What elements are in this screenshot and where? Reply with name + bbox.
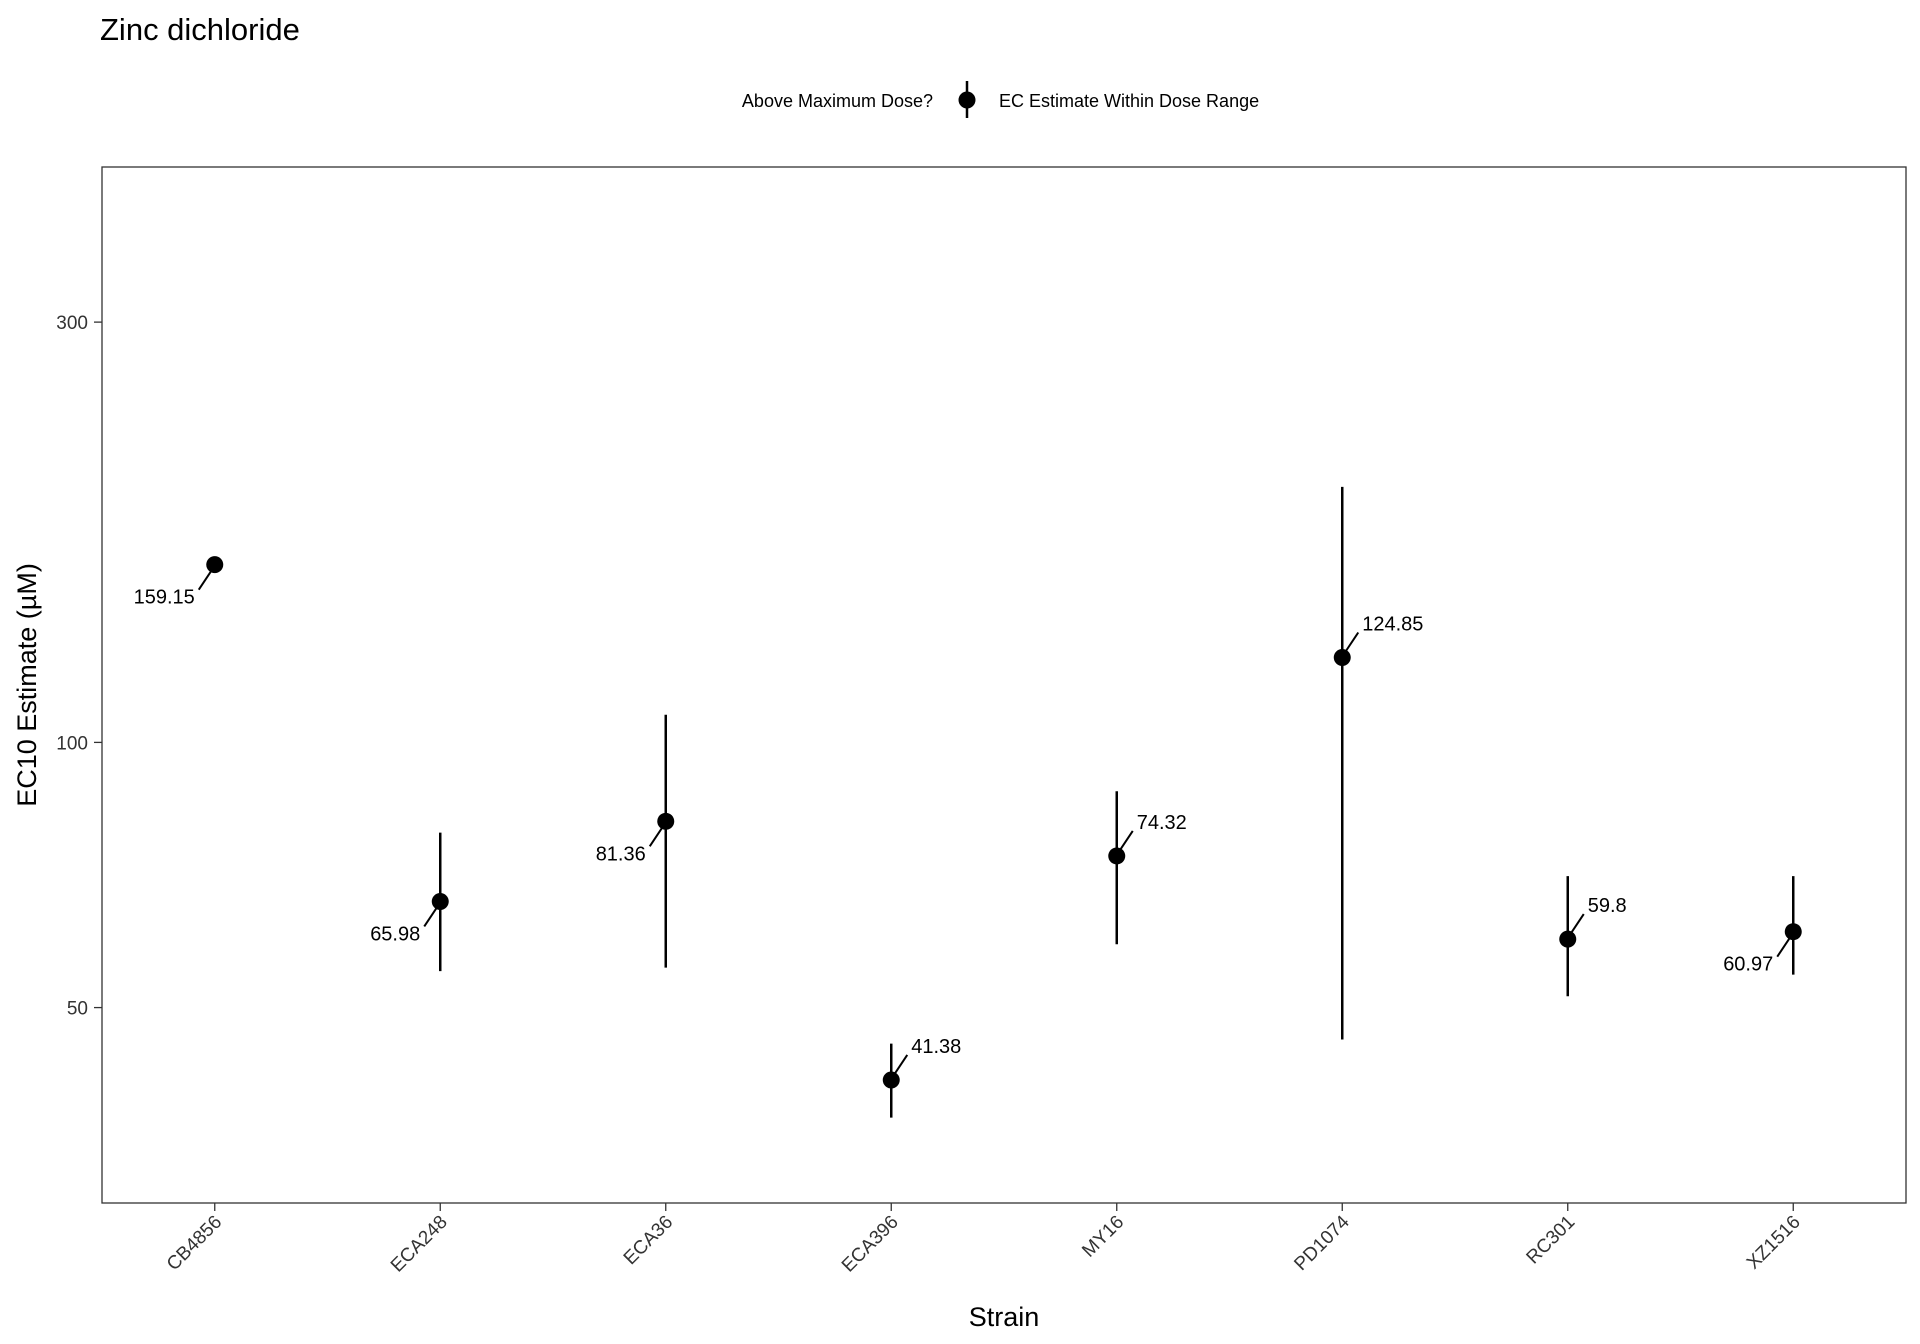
data-label: 65.98 — [370, 923, 420, 945]
y-tick-label: 50 — [67, 999, 88, 1020]
label-leader — [197, 571, 212, 591]
x-axis: CB4856 ECA248 ECA36 ECA396 MY16 PD1074 RC301 XZ… — [163, 1203, 1805, 1277]
label-leader — [1345, 631, 1360, 652]
label-leader — [1570, 913, 1585, 933]
data-point — [1108, 847, 1126, 865]
x-tick-label: XZ1516 — [1743, 1212, 1805, 1274]
legend: Above Maximum Dose? EC Estimate Within D… — [742, 81, 1259, 118]
x-tick-label: ECA248 — [387, 1212, 452, 1277]
y-axis: 50 100 300 — [56, 313, 102, 1020]
label-leader — [648, 827, 663, 847]
chart-title: Zinc dichloride — [100, 12, 300, 47]
y-axis-label: EC10 Estimate (µM) — [12, 563, 42, 807]
y-tick-label: 300 — [56, 313, 88, 334]
legend-entry-label: EC Estimate Within Dose Range — [999, 91, 1259, 111]
y-tick-label: 100 — [56, 733, 88, 754]
x-tick-label: PD1074 — [1290, 1211, 1354, 1275]
data-point — [1333, 648, 1351, 666]
x-tick-label: ECA36 — [620, 1212, 677, 1269]
data-label: 59.8 — [1588, 895, 1627, 917]
data-label: 41.38 — [911, 1036, 961, 1058]
data-point — [206, 556, 224, 574]
data-label: 60.97 — [1723, 954, 1773, 976]
data-point — [431, 892, 449, 910]
plot-panel — [101, 166, 1907, 1204]
data-point — [657, 812, 675, 830]
data-point — [882, 1071, 900, 1089]
data-label: 81.36 — [596, 843, 646, 865]
legend-title: Above Maximum Dose? — [742, 91, 933, 111]
x-tick-label: CB4856 — [163, 1212, 226, 1275]
label-leader — [423, 907, 438, 928]
data-point — [1784, 923, 1802, 941]
x-axis-label: Strain — [969, 1302, 1040, 1332]
data-label: 74.32 — [1137, 812, 1187, 834]
data-point — [1559, 930, 1577, 948]
label-leader — [894, 1054, 909, 1074]
label-leader — [1776, 938, 1791, 958]
x-tick-label: MY16 — [1078, 1212, 1128, 1262]
legend-key-point — [958, 91, 976, 109]
x-tick-label: ECA396 — [838, 1212, 903, 1277]
data-marks: 159.15 65.98 81.36 41.38 74.32 124.85 59.8 60.9… — [134, 486, 1802, 1118]
data-label: 159.15 — [134, 587, 195, 609]
label-leader — [1119, 830, 1134, 850]
data-label: 124.85 — [1362, 613, 1423, 635]
x-tick-label: RC301 — [1523, 1212, 1580, 1269]
